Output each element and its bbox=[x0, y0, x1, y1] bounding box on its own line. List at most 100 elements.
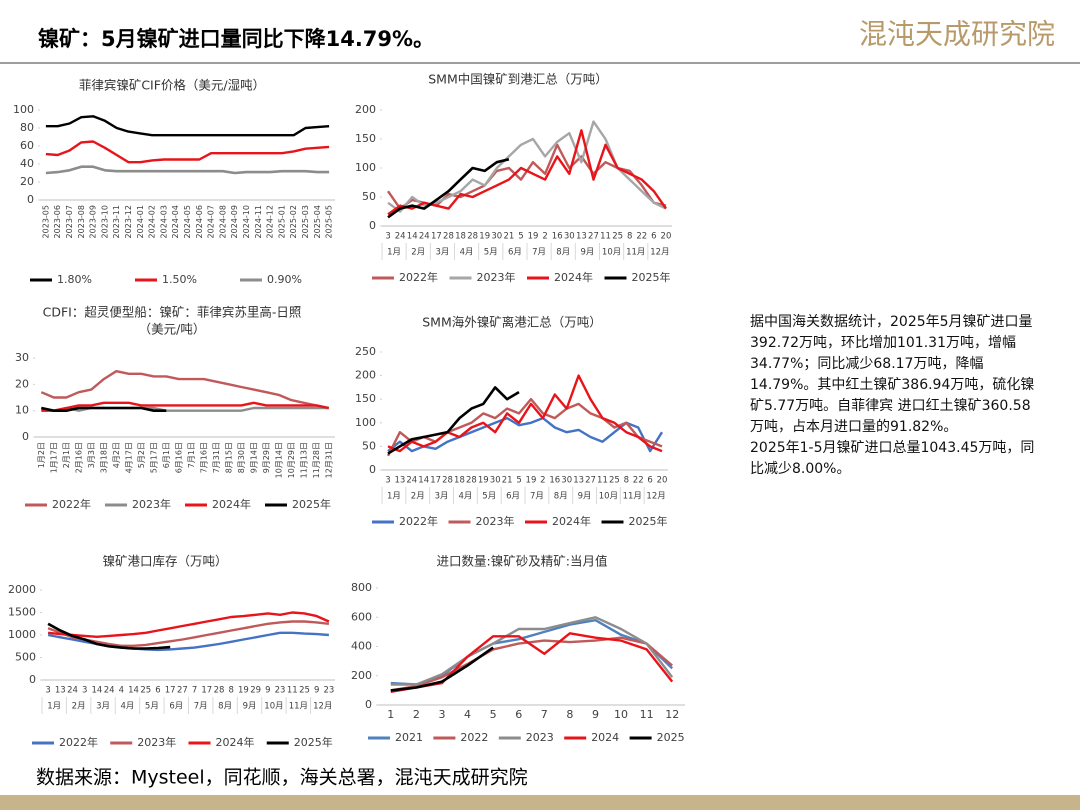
x-tick-label: 2023-08 bbox=[77, 205, 86, 238]
x-group-label: 11月 bbox=[289, 702, 308, 712]
x-group-label: 4月 bbox=[460, 248, 474, 258]
x-tick-label: 2024-08 bbox=[218, 205, 227, 238]
x-tick-label: 5月2日 bbox=[137, 442, 146, 468]
x-tick-label: 2023-10 bbox=[100, 205, 109, 238]
x-tick-label: 2023-09 bbox=[89, 205, 98, 238]
x-tick-label: 2025-02 bbox=[289, 205, 298, 238]
x-tick-label: 2024-03 bbox=[159, 205, 168, 238]
y-tick-label: 50 bbox=[362, 439, 376, 452]
x-tick-label: 2025-04 bbox=[313, 205, 322, 238]
x-tick-label: 14 bbox=[92, 686, 103, 696]
x-tick-label: 24 bbox=[67, 686, 78, 696]
y-tick-label: 1000 bbox=[8, 628, 36, 641]
y-tick-label: 250 bbox=[355, 345, 376, 358]
series-line bbox=[45, 140, 330, 164]
x-tick-label: 5 bbox=[518, 232, 523, 242]
x-tick-label: 8 bbox=[627, 232, 632, 242]
y-tick-label: 20 bbox=[15, 377, 29, 390]
x-tick-label: 3 bbox=[438, 708, 445, 721]
series-line bbox=[47, 620, 330, 647]
x-tick-label: 19 bbox=[478, 476, 489, 486]
x-tick-label: 22 bbox=[633, 476, 644, 486]
x-tick-label: 24 bbox=[419, 232, 430, 242]
legend-label: 2024年 bbox=[552, 514, 591, 528]
x-tick-label: 8月15日 bbox=[224, 442, 233, 473]
x-tick-label: 18 bbox=[454, 476, 465, 486]
x-tick-label: 30 bbox=[490, 476, 501, 486]
legend-label: 2025年 bbox=[294, 735, 333, 749]
series-line bbox=[387, 120, 667, 213]
x-tick-label: 14 bbox=[128, 686, 139, 696]
x-tick-label: 13 bbox=[394, 476, 405, 486]
y-tick-label: 0 bbox=[369, 463, 376, 476]
x-tick-label: 21 bbox=[503, 232, 514, 242]
x-tick-label: 2 bbox=[542, 232, 547, 242]
x-tick-label: 21 bbox=[502, 476, 513, 486]
x-tick-label: 23 bbox=[275, 686, 286, 696]
x-tick-label: 2024-01 bbox=[136, 205, 145, 238]
legend-label: 2025 bbox=[657, 731, 685, 744]
legend-label: 2024 bbox=[591, 731, 619, 744]
x-tick-label: 2023-05 bbox=[41, 205, 50, 238]
x-tick-label: 2023-06 bbox=[53, 205, 62, 238]
x-tick-label: 2024-04 bbox=[171, 205, 180, 238]
y-tick-label: 150 bbox=[355, 132, 376, 145]
x-tick-label: 14 bbox=[418, 476, 429, 486]
x-group-label: 10月 bbox=[602, 248, 621, 258]
x-tick-label: 18 bbox=[455, 232, 466, 242]
legend-label: 2021 bbox=[395, 731, 423, 744]
x-group-label: 1月 bbox=[387, 248, 401, 258]
x-tick-label: 2025-05 bbox=[325, 205, 334, 238]
x-tick-label: 2024-11 bbox=[254, 205, 263, 238]
x-tick-label: 5 bbox=[490, 708, 497, 721]
x-tick-label: 1月17日 bbox=[49, 442, 58, 473]
y-tick-label: 2000 bbox=[8, 583, 36, 596]
x-group-label: 1月 bbox=[387, 492, 401, 502]
x-tick-label: 16 bbox=[552, 232, 563, 242]
x-tick-label: 8 bbox=[566, 708, 573, 721]
x-tick-label: 25 bbox=[609, 476, 620, 486]
series-line bbox=[47, 611, 330, 638]
x-tick-label: 24 bbox=[104, 686, 115, 696]
legend-label: 2023 bbox=[526, 731, 554, 744]
legend-label: 1.80% bbox=[57, 273, 92, 286]
x-tick-label: 2024-10 bbox=[242, 205, 251, 238]
y-tick-label: 10 bbox=[15, 404, 29, 417]
x-tick-label: 11 bbox=[597, 476, 608, 486]
x-group-label: 7月 bbox=[532, 248, 546, 258]
series-line bbox=[387, 374, 663, 453]
x-tick-label: 2025-03 bbox=[301, 205, 310, 238]
y-tick-label: 20 bbox=[20, 175, 34, 188]
y-tick-label: 60 bbox=[20, 139, 34, 152]
x-tick-label: 28 bbox=[214, 686, 225, 696]
x-tick-label: 30 bbox=[564, 232, 575, 242]
x-tick-label: 2024-02 bbox=[148, 205, 157, 238]
x-tick-label: 3 bbox=[385, 476, 390, 486]
commentary: 据中国海关数据统计，2025年5月镍矿进口量392.72万吨，环比增加101.3… bbox=[750, 312, 1042, 480]
x-tick-label: 5月17日 bbox=[149, 442, 158, 473]
x-tick-label: 6 bbox=[647, 476, 652, 486]
legend-label: 0.90% bbox=[267, 273, 302, 286]
x-group-label: 12月 bbox=[650, 248, 669, 258]
x-tick-label: 6 bbox=[155, 686, 160, 696]
x-tick-label: 3 bbox=[82, 686, 87, 696]
series-line bbox=[387, 129, 667, 216]
x-tick-label: 25 bbox=[299, 686, 310, 696]
x-group-label: 8月 bbox=[218, 702, 232, 712]
x-group-label: 9月 bbox=[578, 492, 592, 502]
x-group-label: 1月 bbox=[47, 702, 61, 712]
x-tick-label: 11 bbox=[287, 686, 298, 696]
x-tick-label: 4 bbox=[464, 708, 471, 721]
x-group-label: 2月 bbox=[411, 492, 425, 502]
y-tick-label: 100 bbox=[13, 103, 34, 116]
x-tick-label: 3月3日 bbox=[87, 442, 96, 468]
series-line bbox=[41, 406, 167, 412]
x-tick-label: 12 bbox=[665, 708, 679, 721]
y-tick-label: 80 bbox=[20, 121, 34, 134]
x-tick-label: 6月16日 bbox=[174, 442, 183, 473]
chart-subtitle: （美元/吨） bbox=[139, 322, 206, 337]
chart-title: 菲律宾镍矿CIF价格（美元/湿吨） bbox=[79, 78, 265, 93]
x-group-label: 7月 bbox=[194, 702, 208, 712]
x-group-label: 12月 bbox=[313, 702, 332, 712]
